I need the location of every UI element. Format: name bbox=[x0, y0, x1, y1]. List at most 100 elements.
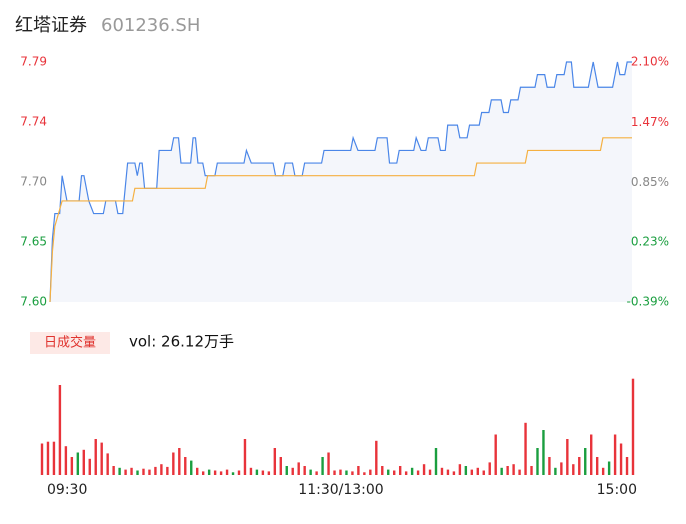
volume-bar bbox=[440, 467, 444, 475]
volume-bar bbox=[506, 466, 509, 475]
volume-bar bbox=[434, 448, 438, 475]
volume-bar bbox=[190, 460, 193, 475]
volume-bar bbox=[363, 472, 366, 475]
volume-bar bbox=[339, 469, 342, 475]
series-line bbox=[49, 137, 632, 303]
volume-bar bbox=[428, 469, 432, 475]
volume-bar bbox=[578, 457, 581, 475]
volume-bar bbox=[536, 448, 539, 475]
volume-bar bbox=[584, 448, 587, 475]
y-tick-label: 7.79 bbox=[20, 55, 47, 69]
volume-bar bbox=[166, 466, 169, 475]
volume-bar bbox=[154, 466, 157, 475]
volume-bar bbox=[249, 467, 253, 475]
volume-bar bbox=[560, 462, 563, 475]
volume-bar bbox=[142, 468, 145, 475]
volume-bar bbox=[625, 457, 629, 475]
volume-bar bbox=[470, 469, 474, 475]
volume-bar bbox=[130, 467, 133, 475]
volume-bar bbox=[482, 470, 485, 475]
volume-bar bbox=[76, 452, 80, 475]
volume-bar bbox=[590, 434, 593, 475]
series-line bbox=[49, 61, 632, 303]
volume-bar bbox=[291, 467, 294, 475]
volume-bar bbox=[40, 443, 44, 475]
volume-bar bbox=[530, 466, 533, 475]
y2-tick-label: 0.85% bbox=[631, 175, 669, 189]
volume-bar bbox=[160, 464, 163, 475]
volume-bar bbox=[369, 469, 372, 475]
volume-bar bbox=[309, 469, 312, 475]
volume-bar bbox=[446, 469, 450, 475]
volume-bar bbox=[548, 457, 551, 475]
x-tick-label: 09:30 bbox=[47, 482, 87, 498]
volume-bar bbox=[518, 469, 521, 475]
volume-bar bbox=[124, 469, 127, 475]
volume-bar bbox=[273, 448, 277, 475]
volume-bar bbox=[387, 469, 390, 475]
volume-bar bbox=[613, 434, 617, 475]
volume-bar bbox=[542, 430, 545, 475]
label-box bbox=[30, 332, 110, 354]
volume-bar bbox=[172, 452, 175, 475]
volume-bar bbox=[524, 422, 527, 475]
volume-bar bbox=[225, 469, 229, 475]
volume-bar bbox=[452, 471, 456, 475]
volume-bar bbox=[279, 457, 282, 475]
title: 红塔证券 bbox=[15, 15, 87, 36]
volume-bar bbox=[566, 439, 569, 475]
volume-bar bbox=[500, 467, 503, 475]
volume-bar bbox=[619, 443, 623, 475]
volume-bar bbox=[94, 439, 97, 475]
y-tick-label: 7.74 bbox=[20, 115, 47, 129]
volume-bar bbox=[136, 470, 139, 475]
volume-bar bbox=[285, 466, 288, 475]
price-area bbox=[50, 62, 632, 302]
volume-bar bbox=[82, 449, 85, 475]
volume-bar bbox=[416, 470, 420, 475]
volume-bar bbox=[494, 434, 497, 475]
volume-bar bbox=[375, 440, 378, 475]
volume-bar bbox=[315, 471, 318, 475]
volume-bar bbox=[46, 441, 50, 475]
volume-bar bbox=[106, 453, 109, 475]
y-tick-label: 7.65 bbox=[20, 235, 47, 249]
x-tick-label: 15:00 bbox=[597, 482, 637, 498]
volume-bar bbox=[512, 464, 515, 475]
volume-bar bbox=[554, 467, 557, 475]
volume-bar bbox=[88, 458, 91, 475]
volume-bar bbox=[631, 378, 635, 475]
volume-bar bbox=[207, 469, 211, 475]
x-tick-label: 11:30/13:00 bbox=[298, 482, 383, 498]
volume-bar bbox=[297, 462, 300, 475]
volume-bar bbox=[261, 470, 265, 475]
volume-bar bbox=[219, 471, 223, 475]
volume-bar bbox=[327, 452, 330, 475]
volume-bar bbox=[100, 442, 103, 475]
volume-bar bbox=[381, 466, 384, 475]
volume-bar bbox=[255, 469, 259, 475]
y2-tick-label: -0.39% bbox=[627, 295, 669, 309]
volume-bar bbox=[196, 467, 199, 475]
volume-bar bbox=[231, 472, 235, 475]
volume-bar bbox=[70, 457, 74, 475]
volume-bar bbox=[458, 464, 462, 475]
volume-bar bbox=[422, 464, 426, 475]
y2-tick-label: 1.47% bbox=[631, 115, 669, 129]
volume-bar bbox=[595, 457, 599, 475]
volume-bar bbox=[58, 385, 62, 475]
volume-bar bbox=[178, 448, 181, 475]
volume-bar bbox=[184, 457, 187, 475]
volume-bar bbox=[393, 470, 396, 475]
volume-bar bbox=[351, 471, 354, 475]
volume-bar bbox=[476, 467, 479, 475]
y-tick-label: 7.70 bbox=[20, 175, 47, 189]
volume-bar bbox=[303, 466, 306, 475]
volume-bar bbox=[607, 461, 611, 475]
volume-bar bbox=[321, 457, 324, 475]
volume-bar bbox=[398, 466, 402, 475]
volume-bar bbox=[64, 446, 68, 475]
y-tick-label: 7.60 bbox=[20, 295, 47, 309]
